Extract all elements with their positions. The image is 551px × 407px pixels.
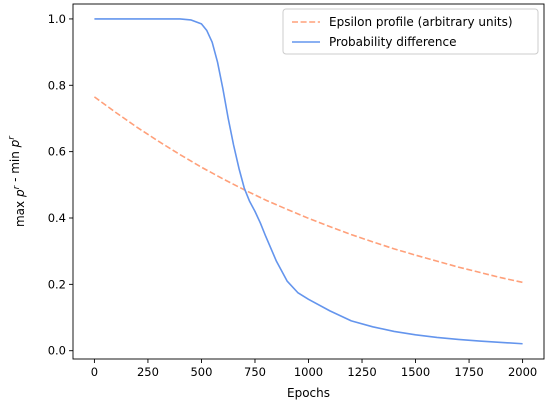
x-tick-label: 1250	[347, 365, 376, 379]
series-line-1	[93, 96, 523, 284]
plot-background	[73, 4, 544, 359]
legend-label-1: Epsilon profile (arbitrary units)	[329, 15, 513, 29]
y-tick-label: 0.8	[48, 78, 66, 92]
x-tick-label: 0	[91, 365, 98, 379]
x-axis-label: Epochs	[287, 386, 330, 400]
axes-layer: 0 250 500 750 1000 1250 1500 1750 2000 0.0 0.2 0.4 0…	[48, 3, 545, 379]
series-layer	[93, 18, 523, 345]
x-tick-label: 250	[137, 365, 159, 379]
y-tick-label: 0.4	[48, 211, 66, 225]
y-tick-label: 0.2	[48, 277, 66, 291]
legend-label-2: Probability difference	[329, 35, 457, 49]
y-axis-label: max pr - min pr	[7, 135, 27, 227]
x-tick-label: 1000	[294, 365, 323, 379]
plot-area	[73, 4, 544, 359]
x-tick-label: 500	[190, 365, 212, 379]
x-tick-label: 1750	[454, 365, 483, 379]
legend-box	[282, 8, 539, 55]
x-tick-label: 2000	[508, 365, 537, 379]
y-tick-label: 0.0	[48, 344, 66, 358]
legend: Epsilon profile (arbitrary units) Probabi…	[282, 8, 539, 55]
y-tick-label: 1.0	[48, 12, 66, 26]
y-tick-label: 0.6	[48, 145, 66, 159]
series-line-2	[94, 18, 523, 345]
x-tick-label: 750	[244, 365, 266, 379]
x-tick-label: 1500	[401, 365, 430, 379]
